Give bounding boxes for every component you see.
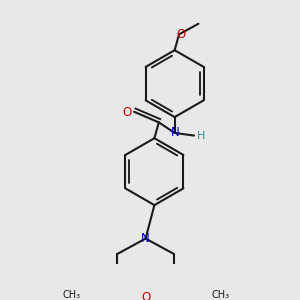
Polygon shape [88,282,117,297]
Text: N: N [141,232,150,245]
Text: O: O [141,291,150,300]
Text: CH₃: CH₃ [211,290,229,299]
Text: N: N [171,126,180,140]
Text: H: H [197,131,205,141]
Text: O: O [176,28,185,41]
Text: O: O [122,106,132,119]
Text: CH₃: CH₃ [62,290,80,299]
